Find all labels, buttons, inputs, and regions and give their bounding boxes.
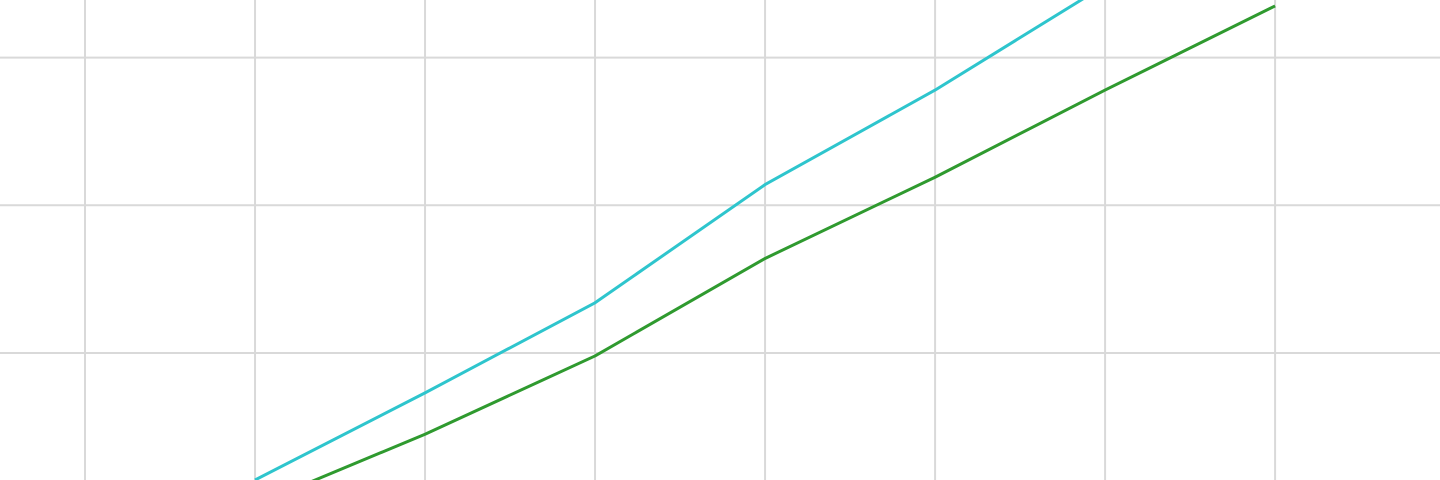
series-line (254, 0, 1084, 480)
series-line (311, 4, 1276, 480)
plot-area (254, 0, 1276, 480)
